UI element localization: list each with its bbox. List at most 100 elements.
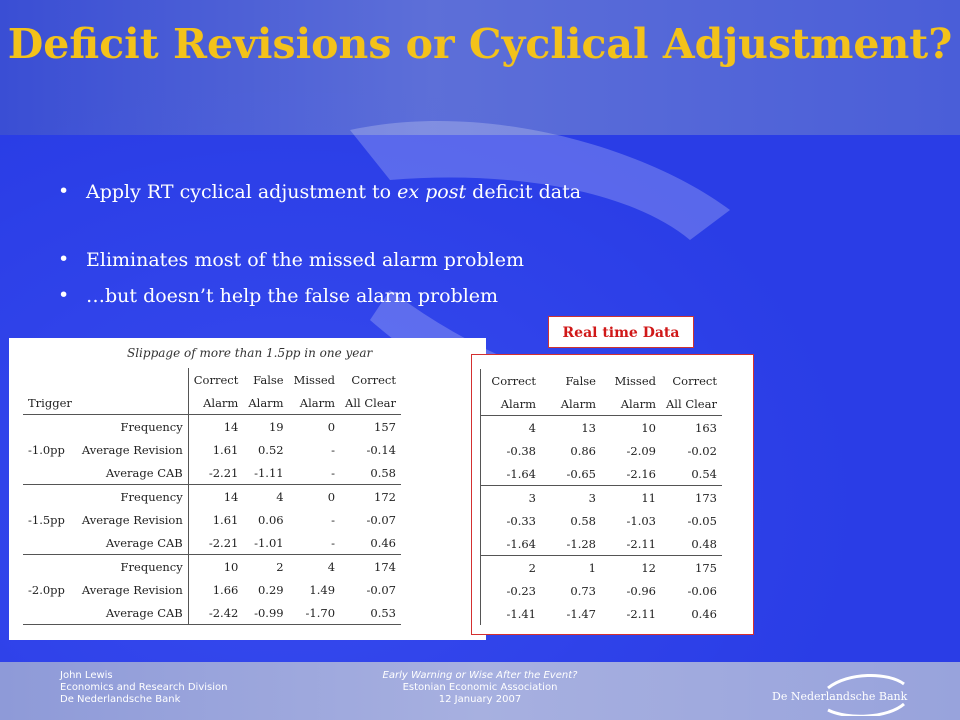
table-cell: -1.70 xyxy=(288,601,341,625)
table-row: 4 13 10 163 xyxy=(480,415,722,439)
row-label: Frequency xyxy=(120,489,183,504)
bullet-dot-icon: • xyxy=(58,248,70,270)
table-cell: -2.16 xyxy=(601,462,661,486)
column-header: All Clear xyxy=(661,392,722,416)
table-cell: 0.73 xyxy=(570,583,596,598)
trigger-cell xyxy=(23,461,77,485)
table-cell: -0.65 xyxy=(541,462,601,486)
real-time-data-label: Real time Data xyxy=(548,316,694,348)
table-cell: 1.49 xyxy=(309,582,336,597)
row-label: Frequency xyxy=(120,419,183,434)
table-cell: 0.54 xyxy=(661,462,722,486)
table-header-row: Alarm Alarm Alarm All Clear xyxy=(480,392,722,416)
table-row: -0.23 0.73 -0.96 -0.06 xyxy=(480,579,722,602)
column-header: Alarm xyxy=(187,391,244,415)
table-cell: -0.99 xyxy=(243,601,289,625)
column-header: Correct xyxy=(187,368,244,391)
dnb-logo-icon xyxy=(827,674,905,716)
table-row: Frequency 14 4 0 172 xyxy=(23,484,401,509)
column-header: False xyxy=(565,373,596,388)
table-cell: -0.38 xyxy=(480,439,541,462)
bullet-text: Eliminates most of the missed alarm prob… xyxy=(86,249,524,271)
trigger-cell xyxy=(23,555,77,579)
footer-institution: De Nederlandsche Bank xyxy=(60,694,181,705)
column-header xyxy=(77,368,188,391)
table-row: -1.64 -1.28 -2.11 0.48 xyxy=(480,532,722,556)
trigger-cell xyxy=(23,485,77,509)
table-cell: -2.11 xyxy=(601,532,661,556)
real-time-results-table: Correct False Missed Correct Alarm Alarm Alarm… xyxy=(480,369,722,625)
table-cell: 14 xyxy=(187,484,244,508)
left-results-table: Correct False Missed Correct Trigger Alarm Ala… xyxy=(23,368,401,625)
table-row: Frequency 14 19 0 157 xyxy=(23,414,401,438)
column-header: Trigger xyxy=(23,391,77,415)
table-cell: -2.11 xyxy=(626,606,657,621)
table-cell: 19 xyxy=(268,419,284,434)
table-row: Frequency 10 2 4 174 xyxy=(23,554,401,579)
table-cell: 0.52 xyxy=(257,442,284,457)
table-cell: 12 xyxy=(641,560,656,575)
column-header xyxy=(23,368,77,391)
footer-date: 12 January 2007 xyxy=(438,694,522,705)
table-header-row: Correct False Missed Correct xyxy=(23,368,401,391)
table-cell: 11 xyxy=(641,490,656,505)
table-row: -2.0pp Average Revision 1.66 0.29 1.49 -0.07 xyxy=(23,578,401,601)
table-row: 3 3 11 173 xyxy=(480,485,722,509)
footer-event: Early Warning or Wise After the Event? E… xyxy=(330,670,630,706)
row-label: Average CAB xyxy=(76,531,189,555)
table-cell: 1 xyxy=(588,560,596,575)
table-cell: 0.29 xyxy=(257,582,284,597)
table-cell: 173 xyxy=(695,490,717,505)
table-cell: 2 xyxy=(276,559,284,574)
column-header: Correct xyxy=(672,373,717,388)
table-cell: 0.53 xyxy=(340,601,401,625)
table-cell: -1.47 xyxy=(566,606,597,621)
table-row: -1.41 -1.47 -2.11 0.46 xyxy=(480,602,722,625)
row-label: Frequency xyxy=(120,559,183,574)
table-cell: 2 xyxy=(480,555,541,579)
table-cell: 0.58 xyxy=(340,461,401,485)
footer: John Lewis Economics and Research Divisi… xyxy=(0,662,960,720)
table-cell: 163 xyxy=(695,420,717,435)
table-cell: -0.23 xyxy=(480,579,541,602)
table-cell: -2.21 xyxy=(187,461,244,485)
table-cell: 13 xyxy=(581,420,596,435)
footer-author: John Lewis Economics and Research Divisi… xyxy=(60,670,227,706)
table-row: -1.5pp Average Revision 1.61 0.06 - -0.07 xyxy=(23,508,401,531)
table-cell: 157 xyxy=(374,419,396,434)
table-cell: 175 xyxy=(695,560,717,575)
column-header: Alarm xyxy=(541,392,601,416)
column-header: Alarm xyxy=(601,392,661,416)
table-cell: -0.02 xyxy=(687,443,717,458)
table-cell: -1.03 xyxy=(626,513,657,528)
table-header-row: Correct False Missed Correct xyxy=(480,369,722,392)
table-cell: -1.01 xyxy=(243,531,289,555)
slide-title: Deficit Revisions or Cyclical Adjustment… xyxy=(7,20,953,68)
table-cell: 174 xyxy=(374,559,396,574)
table-cell: -0.05 xyxy=(687,513,717,528)
table-cell: 0.48 xyxy=(661,532,722,556)
table-cell: 1.61 xyxy=(187,508,244,531)
table-row: -0.33 0.58 -1.03 -0.05 xyxy=(480,509,722,532)
table-cell: -1.28 xyxy=(541,532,601,556)
table-cell: 0.58 xyxy=(570,513,596,528)
table-cell: -1.41 xyxy=(480,602,541,625)
table-cell: -2.09 xyxy=(626,443,657,458)
table-cell: 0.86 xyxy=(570,443,596,458)
table-cell: - xyxy=(331,442,336,457)
footer-talk-title: Early Warning or Wise After the Event? xyxy=(382,670,578,681)
left-table-panel: Slippage of more than 1.5pp in one year … xyxy=(9,338,486,640)
right-table-panel: Correct False Missed Correct Alarm Alarm Alarm… xyxy=(471,354,754,635)
table-cell: -2.21 xyxy=(187,531,244,555)
table-cell: 4 xyxy=(327,559,336,574)
table-cell: -0.06 xyxy=(687,583,717,598)
bullet-dot-icon: • xyxy=(58,180,70,202)
column-header: All Clear xyxy=(340,391,401,415)
table-cell: -0.14 xyxy=(366,442,396,457)
bullet-text: …but doesn’t help the false alarm proble… xyxy=(86,285,499,307)
row-label: Average Revision xyxy=(81,512,183,527)
table-cell: -1.11 xyxy=(243,461,289,485)
table-cell: 172 xyxy=(374,489,396,504)
table-cell: -0.07 xyxy=(366,512,396,527)
trigger-cell xyxy=(23,531,77,555)
